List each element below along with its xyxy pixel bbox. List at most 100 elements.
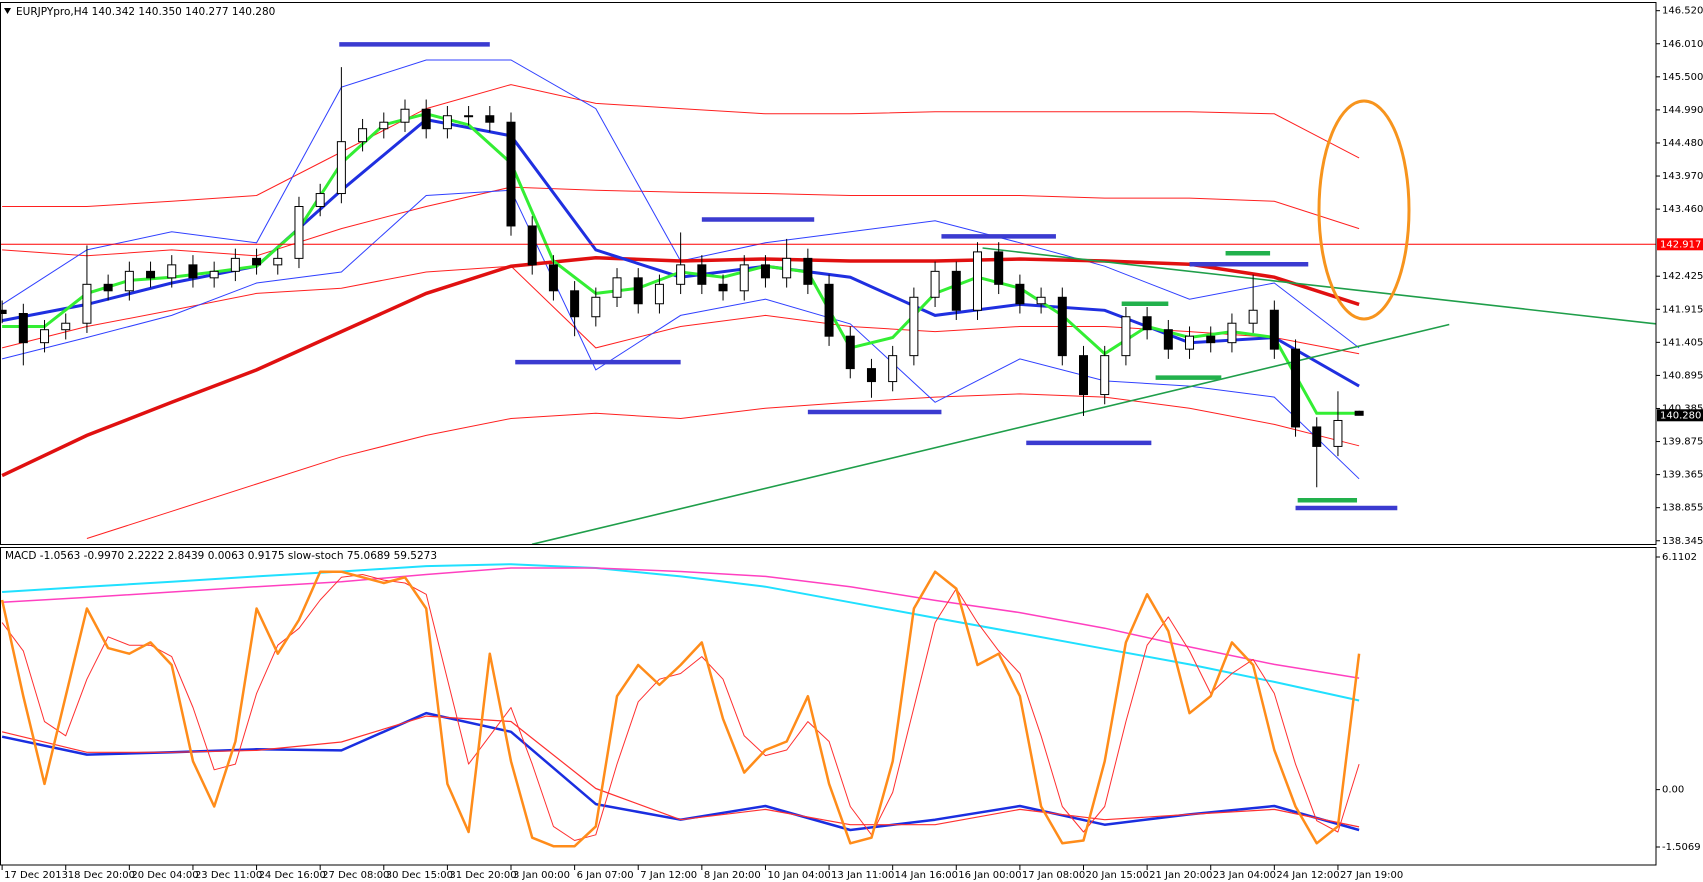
- x-tick-label: 16 Jan 00:00: [958, 870, 1021, 881]
- y-tick-label: 6.1102: [1662, 552, 1697, 563]
- y-tick-label: 144.480: [1662, 138, 1703, 149]
- annotation-ellipse: [1317, 99, 1411, 321]
- candle-body: [866, 368, 876, 383]
- y-tick-label: 143.970: [1662, 171, 1703, 182]
- symbol-arrow: [4, 8, 11, 14]
- candle-body: [760, 264, 770, 279]
- chart-title: EURJPYpro,H4 140.342 140.350 140.277 140…: [16, 6, 275, 18]
- y-tick-label: 138.345: [1662, 536, 1703, 547]
- x-tick-label: 21 Jan 20:00: [1149, 870, 1212, 881]
- x-tick-label: 17 Dec 2013: [4, 870, 68, 881]
- y-tick-label: 141.915: [1662, 304, 1703, 315]
- indicator-line: [2, 186, 1360, 257]
- indicator-plot: [0, 563, 1361, 848]
- indicator-line: [86, 393, 1360, 539]
- candle-body: [1121, 316, 1131, 357]
- x-tick-label: 27 Dec 08:00: [322, 870, 389, 881]
- candle-body: [252, 257, 262, 266]
- indicator-line: [2, 84, 1360, 207]
- candle-body: [824, 283, 834, 337]
- y-tick-label: 140.895: [1662, 370, 1703, 381]
- x-tick-label: 30 Dec 15:00: [386, 870, 453, 881]
- candle-body: [951, 270, 961, 311]
- candle-body: [464, 115, 474, 118]
- y-tick-label: 142.425: [1662, 271, 1703, 282]
- y-tick-label: 138.855: [1662, 503, 1703, 514]
- candle-body: [124, 270, 134, 292]
- candle-body: [845, 335, 855, 370]
- x-tick-label: 17 Jan 08:00: [1022, 870, 1085, 881]
- candle-body: [739, 264, 749, 292]
- indicator-line: [1, 715, 1360, 828]
- candle-body: [230, 257, 240, 272]
- candle-body: [336, 141, 346, 195]
- candle-body: [1036, 296, 1046, 305]
- candle-body: [909, 296, 919, 357]
- candle-body: [803, 257, 813, 285]
- main-panel-border: [0, 2, 1657, 545]
- x-tick-label: 8 Jan 20:00: [704, 870, 761, 881]
- candle-body: [379, 121, 389, 130]
- y-tick-label: -1.5069: [1662, 842, 1701, 853]
- candle-body: [570, 290, 580, 318]
- main-plot: [0, 42, 1656, 544]
- x-tick-label: 24 Dec 16:00: [259, 870, 326, 881]
- x-tick-label: 24 Jan 12:00: [1276, 870, 1339, 881]
- y-tick-label: 146.520: [1662, 6, 1703, 17]
- x-tick-label: 14 Jan 16:00: [895, 870, 958, 881]
- candle-body: [612, 277, 622, 298]
- x-tick-label: 20 Dec 04:00: [131, 870, 198, 881]
- candle-body: [718, 283, 728, 292]
- candle-body: [400, 108, 410, 123]
- axes: 146.520 146.010 145.500 144.990 144.480 143.9…: [1, 6, 1703, 881]
- candle-body: [294, 206, 304, 259]
- x-tick-label: 7 Jan 12:00: [640, 870, 697, 881]
- indicator-title: MACD -1.0563 -0.9970 2.2222 2.8439 0.006…: [5, 550, 437, 562]
- candle-body: [506, 121, 516, 227]
- candle-body: [442, 115, 452, 130]
- candle-body: [485, 115, 495, 123]
- candle-body: [1291, 348, 1301, 428]
- candle-body: [358, 128, 368, 143]
- x-tick-label: 31 Dec 20:00: [449, 870, 516, 881]
- candle-body: [188, 264, 198, 279]
- candle-body: [888, 355, 898, 383]
- candle-body: [82, 283, 92, 324]
- y-tick-label: 139.365: [1662, 470, 1703, 481]
- candle-body: [1227, 322, 1237, 344]
- indicator-panel-border: [0, 547, 1657, 866]
- x-tick-label: 23 Jan 04:00: [1213, 870, 1276, 881]
- candle-body: [421, 108, 431, 130]
- candle-body: [103, 283, 113, 292]
- candle-body: [315, 193, 325, 208]
- candle-body: [633, 277, 643, 305]
- candle-body: [1057, 296, 1067, 357]
- candle-body: [1015, 283, 1025, 305]
- y-tick-label: 146.010: [1662, 39, 1703, 50]
- candle-body: [1185, 335, 1195, 350]
- candle-body: [273, 257, 283, 266]
- level-label: 142.917: [1660, 239, 1701, 250]
- indicator-line: [1, 189, 1360, 480]
- candle-body: [782, 257, 792, 279]
- x-tick-label: 18 Dec 20:00: [68, 870, 135, 881]
- y-tick-label: 0.00: [1662, 785, 1684, 796]
- candle-body: [654, 283, 664, 305]
- candle-body: [18, 312, 28, 344]
- y-tick-label: 145.500: [1662, 72, 1703, 83]
- x-tick-label: 6 Jan 07:00: [577, 870, 634, 881]
- candle-body: [1142, 316, 1152, 331]
- candle-body: [548, 264, 558, 292]
- candle-body: [676, 264, 686, 285]
- candle-body: [930, 270, 940, 298]
- candle-body: [591, 296, 601, 318]
- y-tick-label: 143.460: [1662, 204, 1703, 215]
- last-price-label: 140.280: [1660, 410, 1701, 421]
- candle-body: [1079, 355, 1089, 396]
- x-tick-label: 27 Jan 19:00: [1340, 870, 1403, 881]
- candle-body: [697, 264, 707, 285]
- y-tick-label: 141.405: [1662, 337, 1703, 348]
- candle-body: [40, 329, 50, 344]
